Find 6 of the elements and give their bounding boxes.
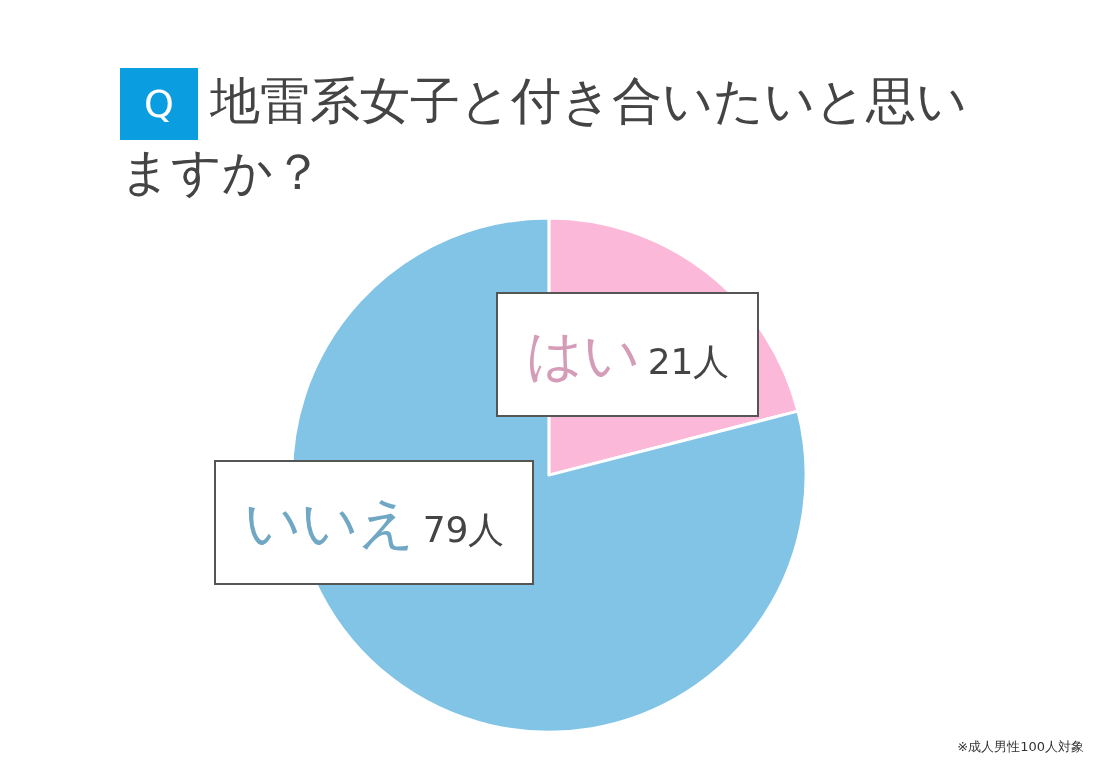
data-label: 21人 — [647, 341, 730, 382]
slice-label: はい — [526, 322, 640, 387]
text: ※成人男性100人対象 — [957, 738, 1084, 756]
chart-title: Q 地雷系女子と付き合いたいと思いますか？ — [120, 70, 967, 201]
data-label: 79人 — [422, 509, 505, 550]
slice-label: いいえ — [244, 490, 415, 555]
